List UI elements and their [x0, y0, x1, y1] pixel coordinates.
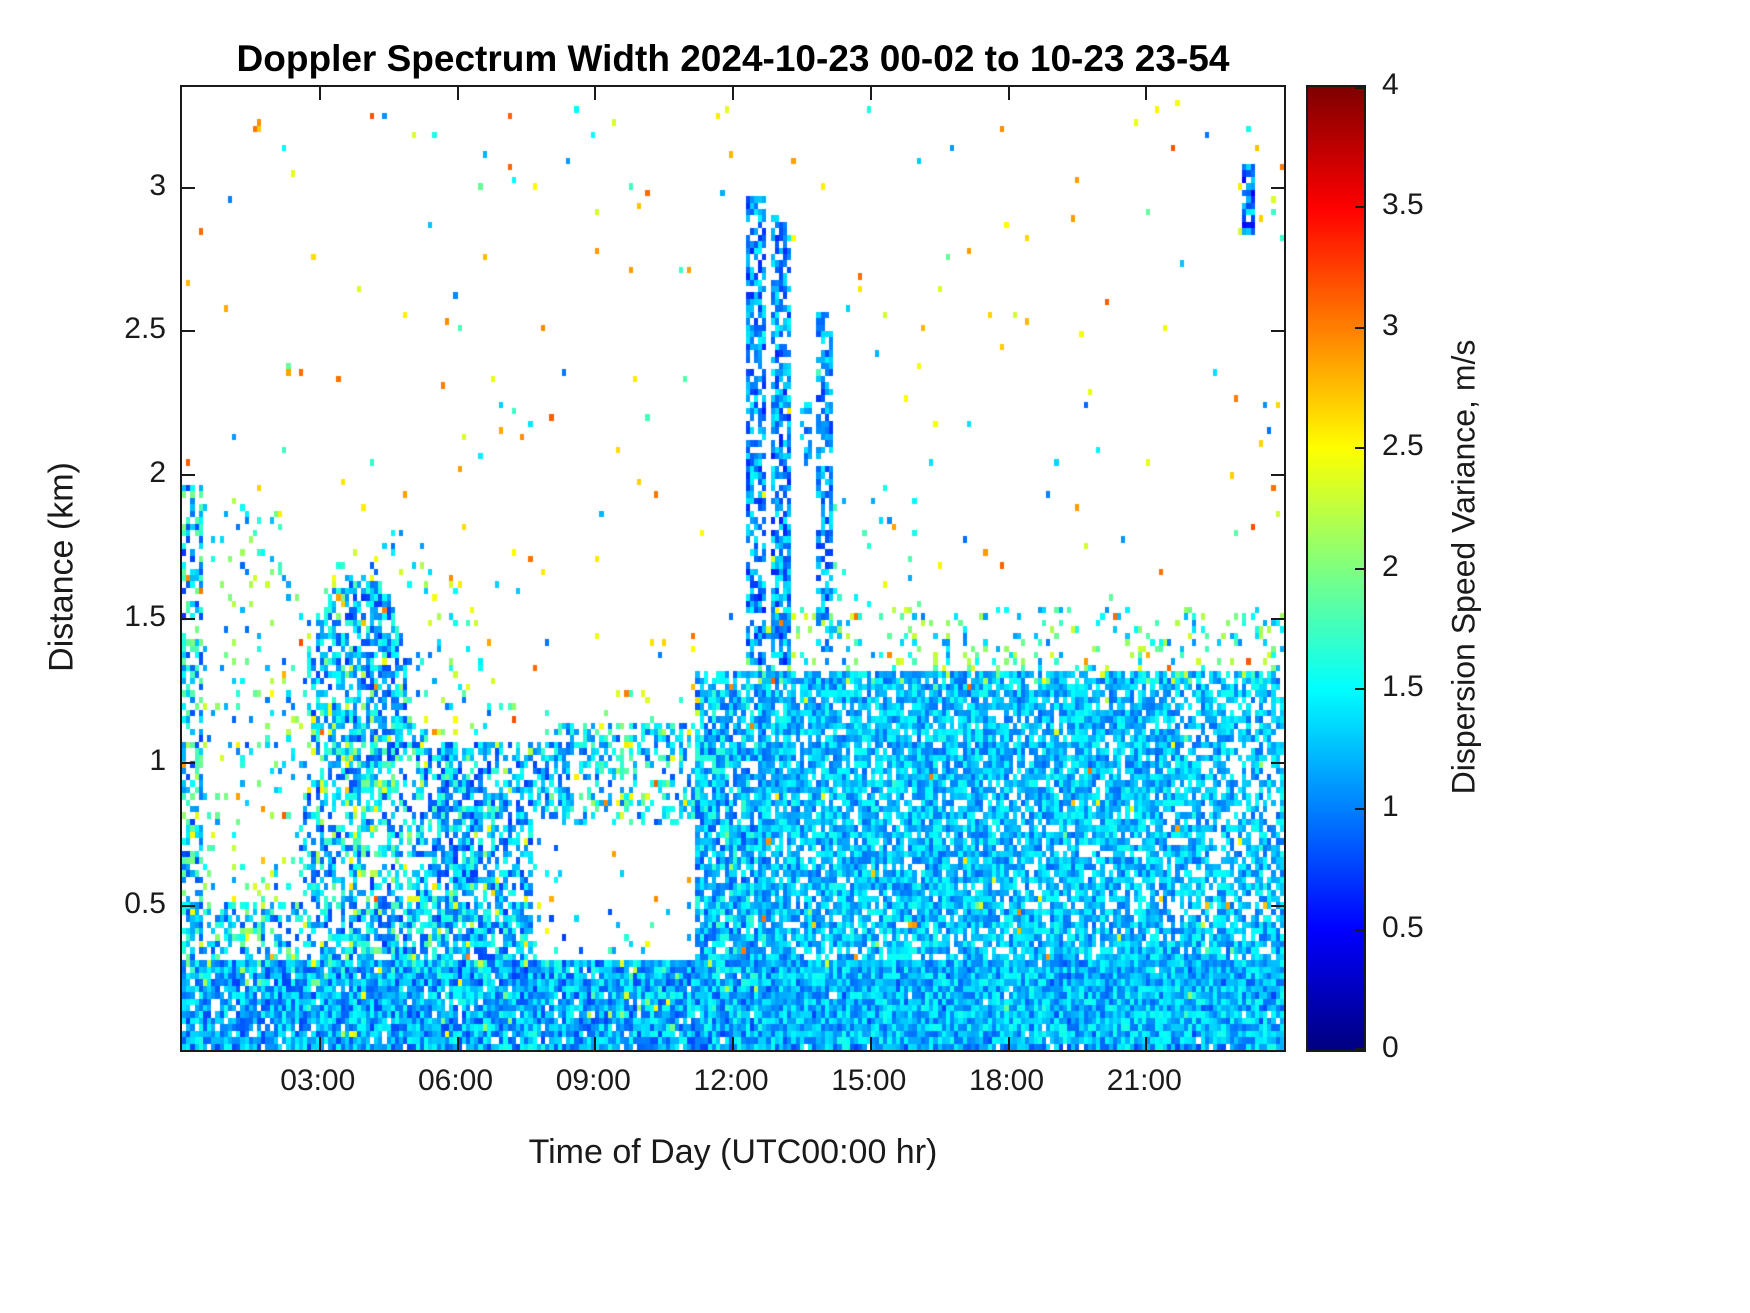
x-tick-mark-top [1007, 87, 1010, 100]
y-tick-mark-right [1271, 761, 1284, 764]
colorbar-canvas [1308, 87, 1364, 1050]
y-tick-label: 2 [149, 456, 166, 490]
x-tick-mark-top [456, 87, 459, 100]
colorbar-tick-mark [1355, 1048, 1364, 1050]
colorbar-label: Dispersion Speed Variance, m/s [1445, 339, 1482, 795]
x-tick-label: 12:00 [693, 1064, 769, 1097]
y-tick-mark [182, 186, 195, 189]
y-tick-mark-right [1271, 186, 1284, 189]
y-tick-label: 3 [149, 168, 166, 202]
colorbar-tick-label: 1 [1382, 790, 1399, 824]
colorbar-tick-label: 4 [1382, 68, 1399, 101]
plot-area [180, 85, 1286, 1052]
y-tick-mark-right [1271, 905, 1284, 908]
x-tick-label: 21:00 [1106, 1064, 1182, 1097]
colorbar-tick-mark [1355, 447, 1364, 450]
x-tick-label: 03:00 [280, 1064, 356, 1097]
x-tick-mark [456, 1037, 459, 1050]
y-tick-label: 1.5 [124, 599, 166, 633]
y-tick-mark-right [1271, 617, 1284, 620]
y-tick-label: 2.5 [124, 312, 166, 346]
y-tick-mark [182, 617, 195, 620]
x-tick-mark-top [732, 87, 734, 100]
colorbar-tick-mark [1355, 87, 1364, 89]
y-tick-mark [182, 330, 195, 333]
x-tick-label: 15:00 [831, 1064, 907, 1097]
y-tick-mark [182, 474, 195, 477]
x-tick-label: 09:00 [555, 1064, 631, 1097]
x-tick-label: 18:00 [968, 1064, 1045, 1097]
y-tick-label: 1 [149, 743, 166, 777]
x-tick-mark [869, 1037, 872, 1050]
colorbar-tick-label: 1.5 [1382, 669, 1424, 703]
x-tick-label: 06:00 [417, 1064, 494, 1097]
x-tick-mark [318, 1037, 321, 1050]
colorbar-tick-label: 3 [1382, 308, 1399, 342]
colorbar-tick-label: 0.5 [1382, 910, 1424, 944]
y-axis-label: Distance (km) [42, 462, 81, 672]
colorbar-tick-mark [1355, 326, 1364, 329]
colorbar-tick-mark [1355, 687, 1364, 690]
y-tick-label: 0.5 [124, 887, 166, 921]
x-tick-mark [1145, 1037, 1148, 1050]
y-tick-mark [182, 761, 195, 764]
x-tick-mark-top [318, 87, 321, 100]
colorbar-tick-label: 2.5 [1382, 429, 1424, 463]
colorbar-tick-mark [1355, 206, 1364, 209]
x-tick-mark [594, 1037, 597, 1050]
y-tick-mark-right [1271, 330, 1284, 333]
colorbar-tick-mark [1355, 567, 1364, 570]
y-tick-mark-right [1271, 474, 1284, 477]
colorbar-tick-label: 2 [1382, 549, 1399, 583]
x-tick-mark [1007, 1037, 1010, 1050]
heatmap-canvas [182, 87, 1284, 1050]
chart-title: Doppler Spectrum Width 2024-10-23 00-02 … [236, 38, 1230, 79]
colorbar-tick-mark [1355, 928, 1364, 931]
x-axis-label: Time of Day (UTC00:00 hr) [528, 1133, 938, 1171]
x-tick-mark-top [594, 87, 597, 100]
colorbar [1306, 85, 1366, 1052]
x-tick-mark [732, 1037, 734, 1050]
colorbar-tick-label: 3.5 [1382, 188, 1424, 222]
x-tick-mark-top [869, 87, 872, 100]
colorbar-tick-label: 0 [1382, 1031, 1399, 1064]
x-tick-mark-top [1145, 87, 1148, 100]
y-tick-mark [182, 905, 195, 908]
colorbar-tick-mark [1355, 808, 1364, 811]
